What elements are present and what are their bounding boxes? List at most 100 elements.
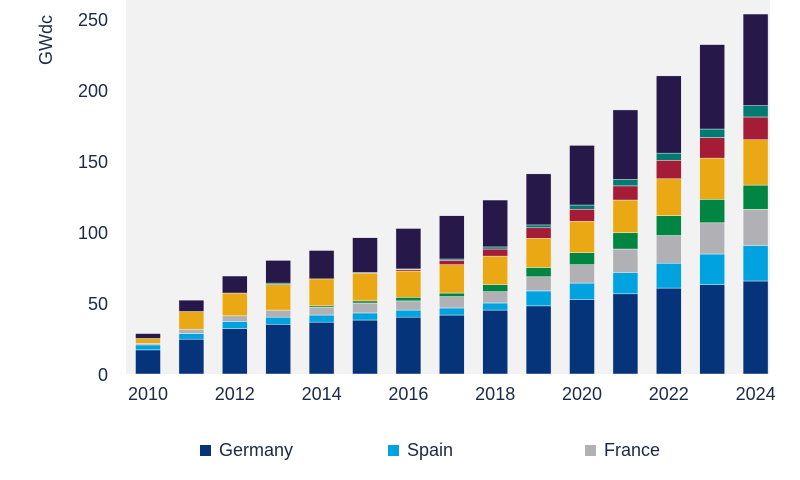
bar-segment-spain (569, 282, 595, 300)
bar-segment-france (699, 222, 726, 255)
bar-segment-series-7 (569, 204, 595, 210)
bar-segment-germany (438, 314, 465, 375)
bar-segment-spain (525, 290, 552, 307)
bar-segment-france (482, 291, 509, 304)
x-tick-label: 2024 (736, 384, 776, 404)
bar-segment-series-4 (655, 215, 682, 236)
legend-item-spain: Spain (388, 440, 453, 461)
bar-segment-series-5 (525, 238, 552, 268)
bar-segment-spain (222, 321, 248, 329)
bar-segment-series-4 (352, 300, 378, 304)
bar-stack-2015 (352, 237, 378, 375)
y-tick-label: 100 (78, 223, 108, 243)
bar-segment-spain (482, 302, 509, 311)
bar-segment-germany (265, 323, 292, 375)
bar-stack-2021 (612, 109, 639, 375)
x-tick-label: 2016 (388, 384, 428, 404)
legend-item-france: France (585, 440, 660, 461)
x-tick-label: 2022 (649, 384, 689, 404)
bar-segment-series-7 (655, 152, 682, 161)
y-axis-label: GWdc (36, 15, 56, 65)
bar-segment-series-5 (612, 199, 639, 234)
bar-segment-series-5 (655, 178, 682, 216)
bar-segment-series-7 (742, 105, 769, 118)
bar-segment-spain (699, 253, 726, 285)
bar-segment-germany (612, 293, 639, 375)
bar-stack-2013 (265, 260, 292, 375)
x-tick-label: 2012 (215, 384, 255, 404)
bar-segment-series-8 (222, 275, 248, 294)
legend-swatch (388, 445, 399, 456)
bar-stack-2024 (742, 13, 769, 375)
y-tick-label: 150 (78, 152, 108, 172)
bar-segment-france (655, 235, 682, 264)
bar-segment-france (352, 302, 378, 314)
bar-segment-series-5 (742, 139, 769, 186)
stacked-bar-chart: GWdc 0 50 100 150 200 250 2010 2012 2014 2016 201… (36, 0, 776, 404)
x-tick-label: 2014 (302, 384, 342, 404)
bar-stack-2011 (178, 299, 205, 375)
legend: Germany Spain France (0, 440, 800, 464)
bar-segment-france (742, 208, 769, 246)
bar-stack-2020 (569, 145, 595, 375)
bar-segment-france (222, 315, 248, 322)
y-tick-label: 200 (78, 81, 108, 101)
bar-stack-2014 (308, 250, 335, 375)
bar-segment-series-8 (482, 199, 509, 248)
bar-segment-series-6 (742, 116, 769, 141)
bar-segment-series-8 (525, 173, 552, 226)
y-tick-label: 0 (98, 365, 108, 385)
bar-segment-germany (395, 316, 422, 375)
bar-segment-germany (742, 280, 769, 375)
bar-segment-series-5 (569, 221, 595, 253)
bar-segment-spain (612, 272, 639, 295)
bar-segment-france (265, 309, 292, 318)
bar-segment-spain (135, 344, 161, 351)
bar-stack-2016 (395, 228, 422, 375)
bar-segment-series-8 (395, 228, 422, 270)
x-tick-label: 2018 (475, 384, 515, 404)
bar-segment-series-4 (742, 184, 769, 210)
legend-swatch (200, 445, 211, 456)
bar-segment-series-8 (135, 333, 161, 339)
x-tick-label: 2010 (128, 384, 168, 404)
bar-stack-2022 (655, 75, 682, 375)
bar-segment-series-5 (135, 338, 161, 344)
bar-segment-germany (178, 338, 205, 375)
bar-segment-series-4 (438, 292, 465, 297)
bar-segment-series-4 (612, 232, 639, 250)
bar-segment-france (395, 300, 422, 311)
bar-segment-series-8 (699, 44, 726, 130)
bar-segment-germany (482, 309, 509, 375)
bar-segment-germany (222, 328, 248, 375)
bar-stack-2017 (438, 215, 465, 375)
y-tick-label: 50 (88, 294, 108, 314)
x-tick-label: 2020 (562, 384, 602, 404)
bar-segment-series-4 (395, 297, 422, 302)
bar-segment-series-6 (699, 137, 726, 159)
bar-stack-2010 (135, 333, 161, 375)
bar-segment-france (308, 306, 335, 316)
bar-segment-series-5 (482, 255, 509, 285)
bar-segment-spain (265, 316, 292, 325)
bar-stack-2019 (525, 173, 552, 375)
bar-segment-series-8 (569, 145, 595, 206)
legend-item-germany: Germany (200, 440, 293, 461)
bar-segment-series-6 (569, 208, 595, 222)
bar-segment-series-8 (655, 75, 682, 154)
bar-segment-france (438, 296, 465, 309)
bar-stack-2018 (482, 199, 509, 375)
bar-segment-series-6 (482, 248, 509, 257)
bar-segment-series-7 (699, 128, 726, 138)
bar-segment-series-8 (178, 299, 205, 312)
bar-segment-germany (308, 321, 335, 375)
bar-segment-france (525, 276, 552, 292)
bar-segment-series-5 (395, 270, 422, 298)
bar-segment-spain (178, 333, 205, 340)
bar-segment-germany (135, 349, 161, 375)
bar-stack-2012 (222, 275, 248, 375)
legend-swatch (585, 445, 596, 456)
bar-segment-series-4 (699, 199, 726, 224)
bar-segment-series-8 (438, 215, 465, 260)
bar-segment-series-5 (222, 292, 248, 317)
